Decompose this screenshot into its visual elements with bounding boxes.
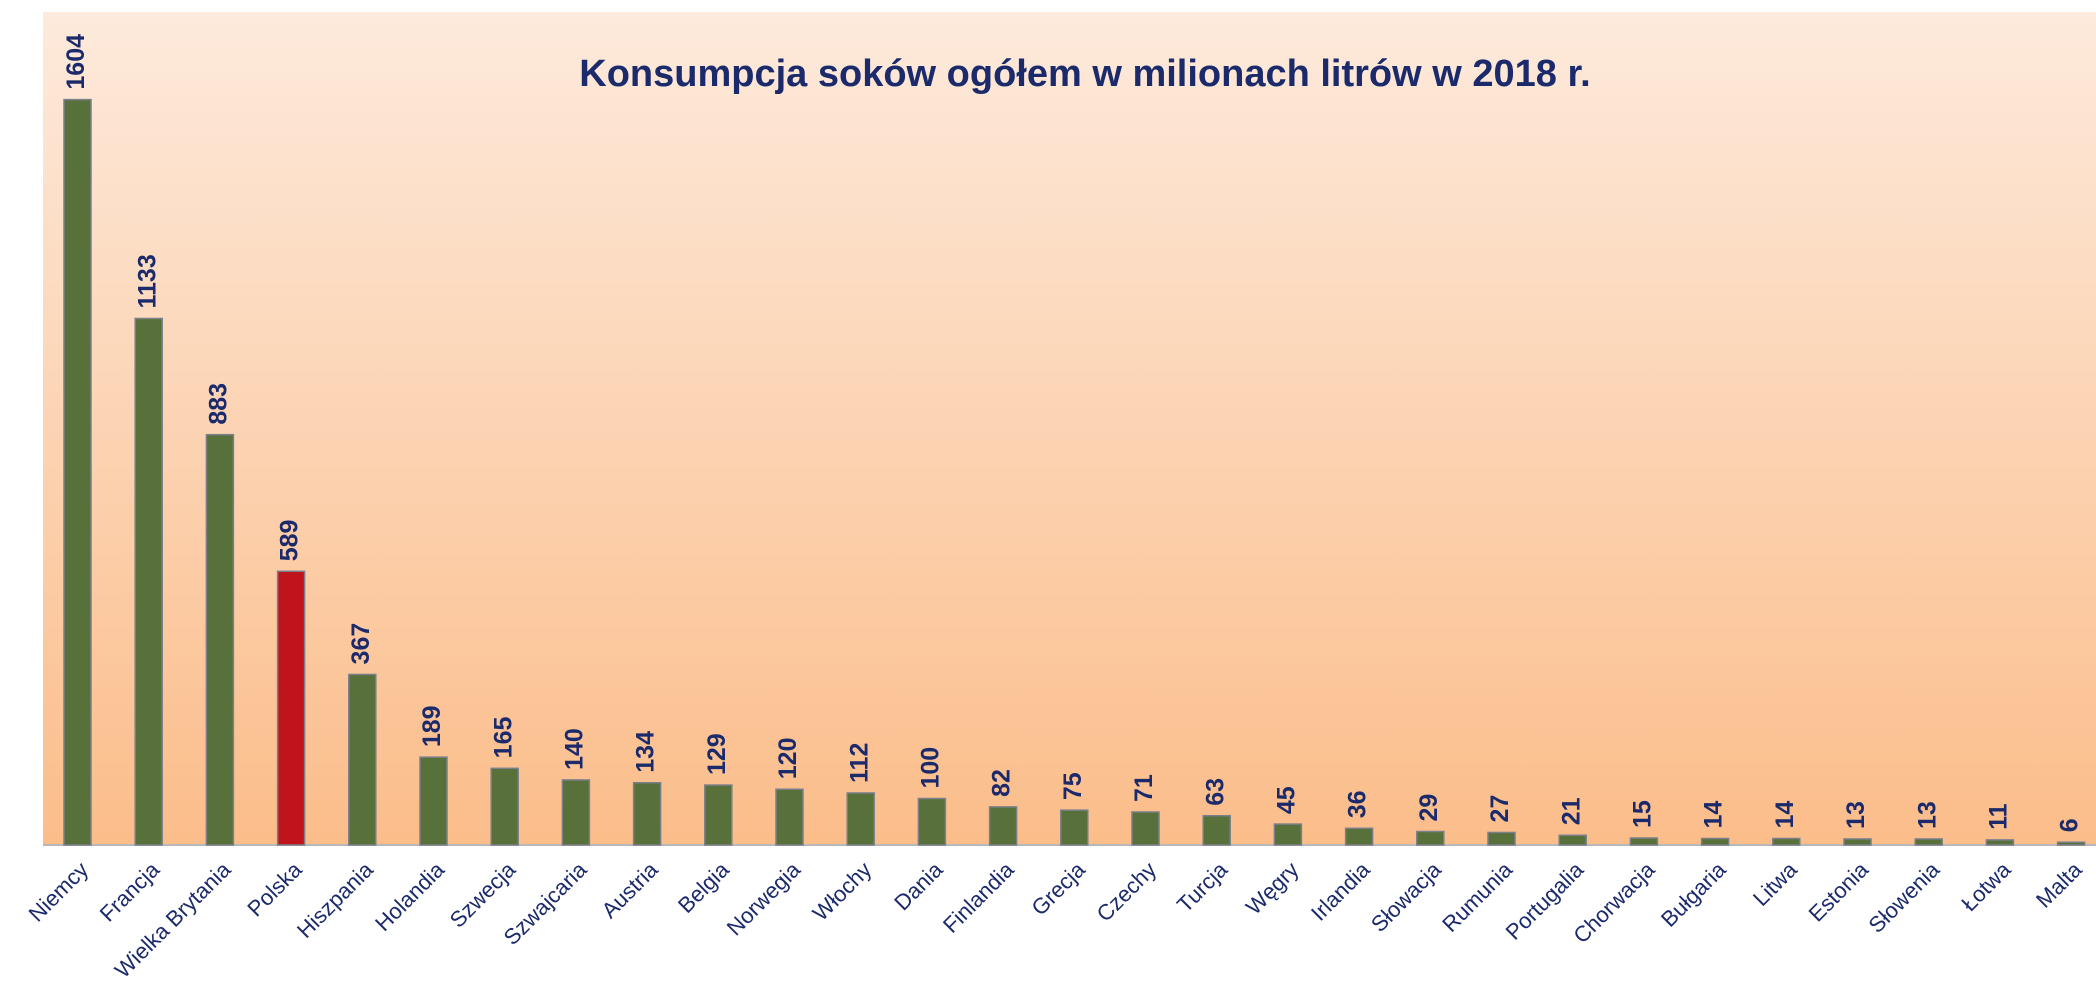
bar <box>632 781 662 846</box>
bar <box>988 806 1018 846</box>
data-label: 45 <box>1273 786 1301 814</box>
bar <box>134 317 163 846</box>
data-label: 100 <box>917 747 945 789</box>
x-tick-label: Holandia <box>370 856 450 936</box>
bar <box>1843 838 1872 846</box>
x-tick-label: Norwegia <box>722 856 806 940</box>
data-label: 82 <box>988 769 1016 797</box>
x-tick-label: Irlandia <box>1306 856 1375 925</box>
data-label: 13 <box>1913 801 1941 829</box>
x-tick-label: Słowacja <box>1366 856 1446 936</box>
x-tick-label: Finlandia <box>938 856 1019 937</box>
x-tick-label: Czechy <box>1092 857 1162 927</box>
bar <box>1344 827 1374 846</box>
x-tick-label: Austria <box>597 856 664 923</box>
data-label: 75 <box>1059 772 1087 800</box>
bar <box>490 767 519 846</box>
bar <box>917 797 947 846</box>
bar <box>561 779 591 846</box>
data-label: 140 <box>561 728 589 770</box>
bar <box>419 756 448 846</box>
x-tick-label: Polska <box>242 856 307 921</box>
x-tick-label: Węgry <box>1241 857 1304 920</box>
data-label: 189 <box>418 705 446 747</box>
x-tick-label: Łotwa <box>1956 856 2016 916</box>
bar <box>63 98 92 846</box>
data-label: 36 <box>1344 790 1372 818</box>
bar <box>205 433 235 846</box>
x-tick-label: Grecja <box>1026 856 1090 920</box>
data-label: 15 <box>1629 800 1657 828</box>
x-tick-label: Włochy <box>808 857 877 926</box>
bar <box>846 792 875 846</box>
data-label: 14 <box>1771 801 1799 829</box>
bar <box>1131 811 1160 846</box>
data-label: 883 <box>205 383 233 425</box>
bar <box>1914 838 1943 846</box>
bar <box>1202 814 1231 846</box>
data-label: 1604 <box>62 34 90 90</box>
data-label: 29 <box>1415 794 1443 822</box>
data-label: 165 <box>489 717 517 759</box>
data-label: 14 <box>1700 801 1728 829</box>
bar <box>1629 837 1659 846</box>
chart-title: Konsumpcja soków ogółem w milionach litr… <box>579 53 1590 95</box>
data-label: 112 <box>845 743 873 783</box>
bar <box>1558 834 1587 846</box>
x-tick-label: Bułgaria <box>1656 856 1731 931</box>
bar <box>1060 809 1089 846</box>
x-tick-label: Hiszpania <box>292 856 379 943</box>
data-label: 13 <box>1842 801 1870 829</box>
bar <box>1985 839 2015 846</box>
data-label: 6 <box>2056 818 2084 832</box>
bar <box>775 788 804 846</box>
x-tick-label: Belgia <box>673 856 734 917</box>
data-label: 134 <box>632 731 660 773</box>
data-label: 589 <box>276 520 304 562</box>
data-label: 11 <box>1985 803 2013 830</box>
bar <box>1700 837 1730 846</box>
bar <box>1772 837 1801 846</box>
x-tick-label: Dania <box>889 856 948 915</box>
data-label: 21 <box>1557 797 1585 825</box>
bar <box>2056 841 2086 846</box>
bar <box>276 570 306 846</box>
data-label: 1133 <box>133 254 161 308</box>
data-label: 120 <box>774 738 802 780</box>
x-tick-label: Słowenia <box>1864 856 1945 937</box>
bar <box>348 673 377 846</box>
data-label: 71 <box>1130 774 1158 802</box>
bar <box>1487 831 1516 846</box>
x-tick-label: Francja <box>95 856 165 926</box>
data-label: 129 <box>703 733 731 775</box>
data-label: 367 <box>347 623 375 665</box>
plot-background <box>43 12 2096 845</box>
x-tick-label: Turcja <box>1172 856 1233 917</box>
x-tick-label: Litwa <box>1748 856 1803 911</box>
bar <box>1273 823 1303 846</box>
x-tick-label: Malta <box>2031 856 2087 912</box>
x-tick-label: Niemcy <box>24 857 94 927</box>
bar <box>704 784 733 846</box>
data-label: 27 <box>1486 795 1514 823</box>
bar <box>1416 830 1445 846</box>
data-label: 63 <box>1201 778 1229 806</box>
x-tick-label: Estonia <box>1804 856 1874 926</box>
